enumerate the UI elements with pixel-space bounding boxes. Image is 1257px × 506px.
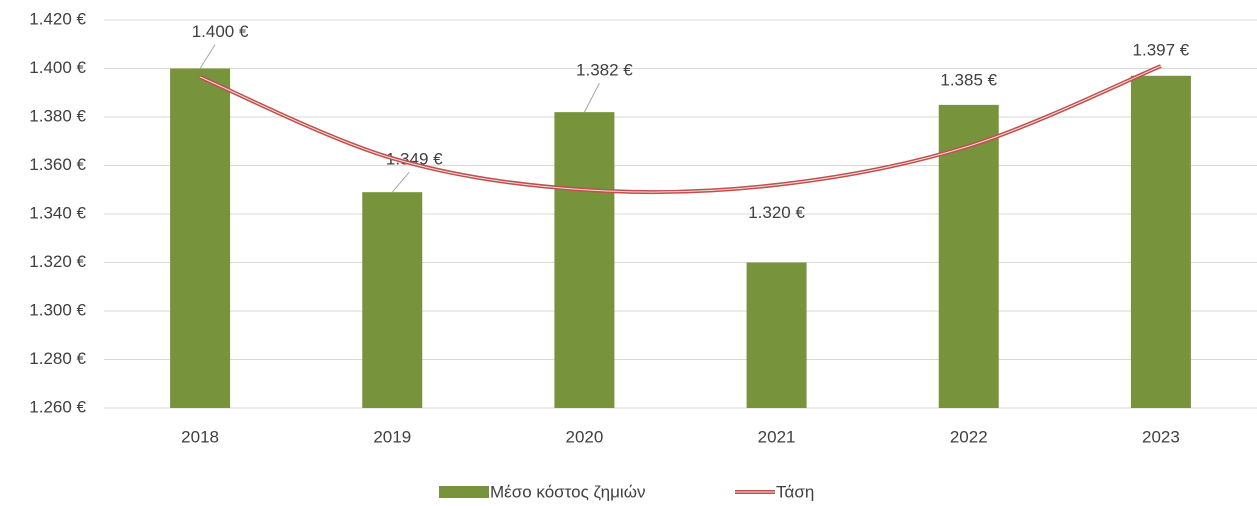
legend-swatch (439, 486, 489, 498)
leader-line (199, 44, 216, 69)
y-tick-label: 1.380 € (29, 106, 86, 125)
bar (1130, 75, 1191, 409)
y-tick-label: 1.320 € (29, 252, 86, 271)
y-tick-label: 1.340 € (29, 203, 86, 222)
x-tick-label: 2020 (566, 427, 604, 446)
data-label: 1.320 € (748, 203, 805, 222)
x-tick-label: 2018 (181, 427, 219, 446)
data-label: 1.382 € (576, 61, 633, 80)
leader-line (583, 82, 600, 113)
data-label: 1.400 € (192, 22, 249, 41)
x-tick-label: 2021 (758, 427, 796, 446)
y-tick-label: 1.400 € (29, 58, 86, 77)
x-tick-label: 2022 (950, 427, 988, 446)
bar (170, 68, 231, 408)
data-label: 1.397 € (1133, 40, 1190, 59)
y-tick-label: 1.300 € (29, 300, 86, 319)
y-tick-label: 1.420 € (29, 9, 86, 28)
trend-line-inner (199, 65, 1162, 193)
leader-line (391, 171, 410, 193)
legend-label: Τάση (776, 482, 814, 501)
data-label: 1.385 € (940, 70, 997, 89)
y-tick-label: 1.260 € (29, 397, 86, 416)
bar (362, 192, 423, 408)
y-tick-label: 1.280 € (29, 349, 86, 368)
legend-label: Μέσο κόστος ζημιών (490, 482, 645, 501)
bar (938, 104, 999, 408)
data-label: 1.349 € (386, 150, 443, 169)
x-tick-label: 2019 (373, 427, 411, 446)
bar (746, 262, 807, 408)
x-tick-label: 2023 (1142, 427, 1180, 446)
y-tick-label: 1.360 € (29, 155, 86, 174)
bar (554, 112, 615, 409)
